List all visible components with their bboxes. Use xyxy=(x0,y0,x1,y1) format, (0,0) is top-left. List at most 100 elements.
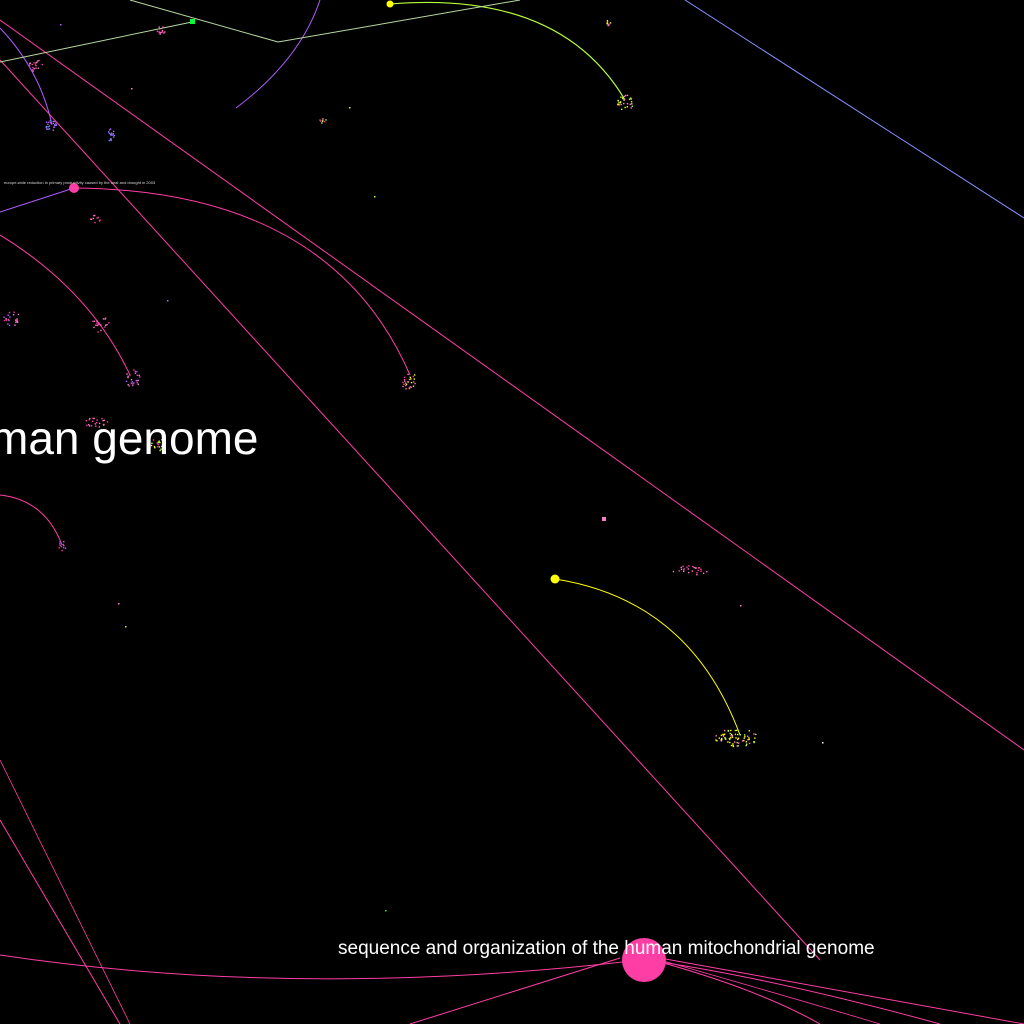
cluster-dot xyxy=(52,120,54,123)
cluster-dot xyxy=(137,379,139,382)
cluster-dot xyxy=(729,732,731,735)
cluster-dot xyxy=(630,101,633,103)
cluster-dot xyxy=(15,321,18,323)
cluster-dot xyxy=(99,219,101,221)
cluster-dot xyxy=(323,121,326,123)
cluster-dot xyxy=(404,380,406,382)
cluster-dot xyxy=(748,742,751,745)
stray-node xyxy=(822,742,824,744)
cluster-dot xyxy=(90,218,92,220)
cluster-dot xyxy=(618,102,620,104)
cluster-dot xyxy=(162,26,164,28)
cluster-dot xyxy=(715,735,717,737)
cluster-dot xyxy=(720,740,723,742)
node-cluster-5 xyxy=(3,311,20,327)
cluster-dot xyxy=(158,31,160,34)
cluster-dot xyxy=(156,442,158,444)
cluster-dot xyxy=(110,134,113,136)
cluster-dot xyxy=(730,737,732,739)
cluster-dot xyxy=(744,734,746,736)
node-cluster-7 xyxy=(107,128,116,142)
cluster-dot xyxy=(702,572,705,574)
edge-12 xyxy=(0,494,63,546)
cluster-dot xyxy=(741,740,744,742)
cluster-dot xyxy=(695,567,697,569)
edge-10 xyxy=(73,187,411,376)
cluster-dot xyxy=(32,66,34,69)
cluster-dot xyxy=(623,99,625,101)
cluster-dot xyxy=(97,216,99,219)
edge-13 xyxy=(0,27,53,126)
cluster-dot xyxy=(134,372,137,374)
cluster-dot xyxy=(748,730,750,732)
cluster-dot xyxy=(163,32,165,34)
cluster-dot xyxy=(28,64,31,67)
cluster-dot xyxy=(724,737,726,739)
cluster-dot xyxy=(7,318,9,321)
stray-node xyxy=(167,300,169,302)
cluster-dot xyxy=(127,376,129,379)
cluster-dot xyxy=(46,128,48,130)
cluster-dot xyxy=(721,737,723,740)
cluster-dot xyxy=(732,745,735,748)
cluster-dot xyxy=(156,30,159,32)
cluster-dot xyxy=(104,318,106,320)
cluster-dot xyxy=(100,324,102,326)
cluster-dot xyxy=(5,319,8,321)
node-yellow-top[interactable] xyxy=(386,0,394,8)
cluster-dot xyxy=(112,134,114,136)
cluster-dot xyxy=(17,321,19,323)
cluster-dot xyxy=(617,99,619,102)
cluster-dot xyxy=(628,98,631,100)
node-human-mitochondrial-genome[interactable] xyxy=(622,938,666,982)
cluster-dot xyxy=(720,734,723,737)
cluster-dot xyxy=(697,567,700,569)
edge-8 xyxy=(659,961,821,1024)
node-europe-productivity-2003[interactable] xyxy=(69,183,79,193)
cluster-dot xyxy=(687,568,689,570)
cluster-dot xyxy=(731,734,734,737)
node-cluster-8 xyxy=(28,59,43,72)
edge-3 xyxy=(0,819,121,1024)
cluster-dot xyxy=(724,737,726,740)
cluster-dot xyxy=(17,313,20,316)
cluster-dot xyxy=(631,105,633,107)
cluster-dot xyxy=(629,103,631,105)
cluster-dot xyxy=(102,424,105,426)
cluster-dot xyxy=(61,549,63,552)
cluster-dot xyxy=(96,322,98,324)
cluster-dot xyxy=(623,95,626,98)
cluster-dot xyxy=(95,422,98,424)
cluster-dot xyxy=(93,326,95,329)
node-cluster-3 xyxy=(125,369,141,387)
cluster-dot xyxy=(682,565,684,568)
cluster-dot xyxy=(753,741,755,744)
stray-node xyxy=(60,24,62,26)
cluster-dot xyxy=(85,420,88,422)
cluster-dot xyxy=(158,446,161,448)
cluster-dot xyxy=(739,734,741,736)
cluster-dot xyxy=(137,383,139,385)
cluster-dot xyxy=(60,545,63,548)
edge-16 xyxy=(389,1,626,101)
node-green-top[interactable] xyxy=(190,19,195,24)
cluster-dot xyxy=(89,417,91,420)
cluster-dot xyxy=(88,418,91,421)
node-pink-small[interactable] xyxy=(602,517,606,521)
edge-4 xyxy=(0,759,131,1024)
cluster-dot xyxy=(691,570,693,572)
cluster-dot xyxy=(680,566,682,569)
node-yellow-center[interactable] xyxy=(550,574,560,584)
cluster-dot xyxy=(94,214,96,217)
cluster-dot xyxy=(138,374,140,376)
cluster-dot xyxy=(630,98,632,100)
cluster-dot xyxy=(403,383,405,386)
cluster-dot xyxy=(737,737,740,739)
cluster-dot xyxy=(744,735,746,738)
cluster-dot xyxy=(414,382,416,385)
node-cluster-10 xyxy=(85,417,109,428)
cluster-dot xyxy=(716,740,718,742)
cluster-dot xyxy=(89,425,91,427)
cluster-dot xyxy=(736,745,738,747)
cluster-dot xyxy=(14,324,16,326)
